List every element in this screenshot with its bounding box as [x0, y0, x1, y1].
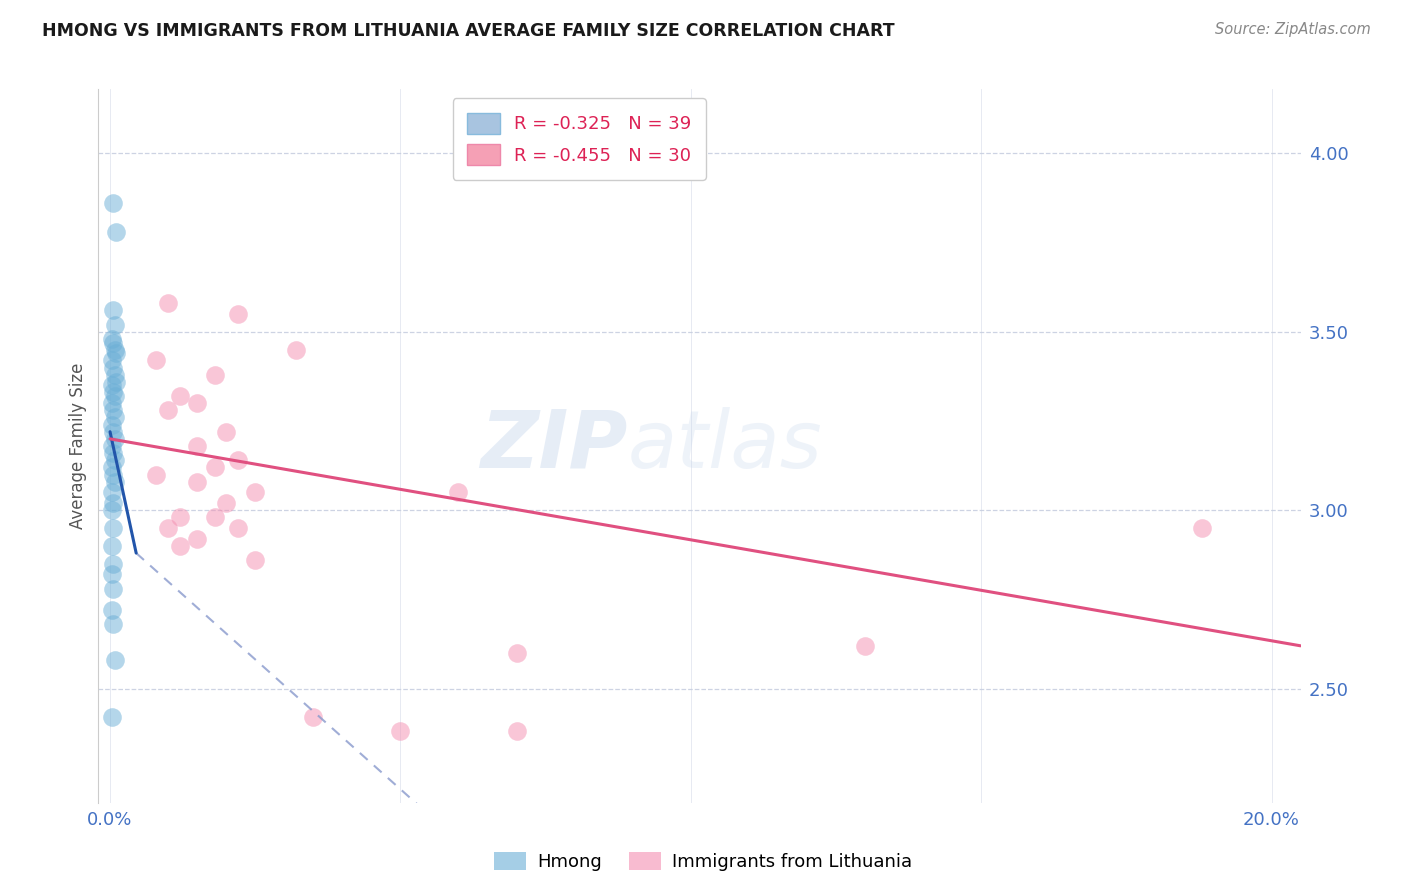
Point — [104, 368, 127, 382]
Point — [104, 389, 127, 403]
Point — [104, 318, 127, 332]
Point — [104, 475, 127, 489]
Point — [204, 460, 226, 475]
Point — [853, 639, 876, 653]
Point — [389, 724, 412, 739]
Point — [169, 389, 191, 403]
Point — [145, 353, 167, 368]
Y-axis label: Average Family Size: Average Family Size — [69, 363, 87, 529]
Point — [186, 396, 208, 410]
Point — [101, 460, 124, 475]
Point — [104, 410, 127, 425]
Point — [101, 439, 124, 453]
Point — [204, 368, 226, 382]
Point — [101, 521, 124, 535]
Text: atlas: atlas — [627, 407, 823, 485]
Point — [204, 510, 226, 524]
Point — [101, 332, 124, 346]
Point — [101, 503, 124, 517]
Point — [104, 375, 127, 389]
Point — [302, 710, 325, 724]
Point — [101, 196, 124, 211]
Point — [169, 510, 191, 524]
Point — [104, 653, 127, 667]
Point — [505, 724, 527, 739]
Point — [104, 453, 127, 467]
Point — [101, 582, 124, 596]
Point — [101, 378, 124, 392]
Point — [104, 225, 127, 239]
Text: ZIP: ZIP — [479, 407, 627, 485]
Point — [145, 467, 167, 482]
Point — [101, 353, 124, 368]
Point — [186, 475, 208, 489]
Point — [245, 553, 267, 567]
Point — [226, 453, 249, 467]
Text: Source: ZipAtlas.com: Source: ZipAtlas.com — [1215, 22, 1371, 37]
Point — [104, 346, 127, 360]
Point — [101, 335, 124, 350]
Point — [104, 343, 127, 357]
Point — [101, 425, 124, 439]
Point — [157, 296, 180, 310]
Point — [101, 385, 124, 400]
Legend: R = -0.325   N = 39, R = -0.455   N = 30: R = -0.325 N = 39, R = -0.455 N = 30 — [453, 98, 706, 179]
Point — [101, 446, 124, 460]
Point — [104, 432, 127, 446]
Point — [169, 539, 191, 553]
Point — [505, 646, 527, 660]
Point — [284, 343, 307, 357]
Point — [157, 521, 180, 535]
Point — [186, 532, 208, 546]
Point — [101, 539, 124, 553]
Point — [215, 496, 238, 510]
Point — [226, 521, 249, 535]
Point — [101, 467, 124, 482]
Point — [101, 496, 124, 510]
Point — [101, 557, 124, 571]
Point — [101, 360, 124, 375]
Point — [101, 403, 124, 417]
Point — [215, 425, 238, 439]
Point — [101, 710, 124, 724]
Point — [101, 417, 124, 432]
Point — [101, 567, 124, 582]
Point — [101, 303, 124, 318]
Point — [101, 603, 124, 617]
Point — [101, 396, 124, 410]
Point — [1191, 521, 1213, 535]
Point — [101, 485, 124, 500]
Legend: Hmong, Immigrants from Lithuania: Hmong, Immigrants from Lithuania — [486, 845, 920, 879]
Point — [157, 403, 180, 417]
Point — [101, 617, 124, 632]
Point — [226, 307, 249, 321]
Text: HMONG VS IMMIGRANTS FROM LITHUANIA AVERAGE FAMILY SIZE CORRELATION CHART: HMONG VS IMMIGRANTS FROM LITHUANIA AVERA… — [42, 22, 894, 40]
Point — [245, 485, 267, 500]
Point — [186, 439, 208, 453]
Point — [447, 485, 470, 500]
